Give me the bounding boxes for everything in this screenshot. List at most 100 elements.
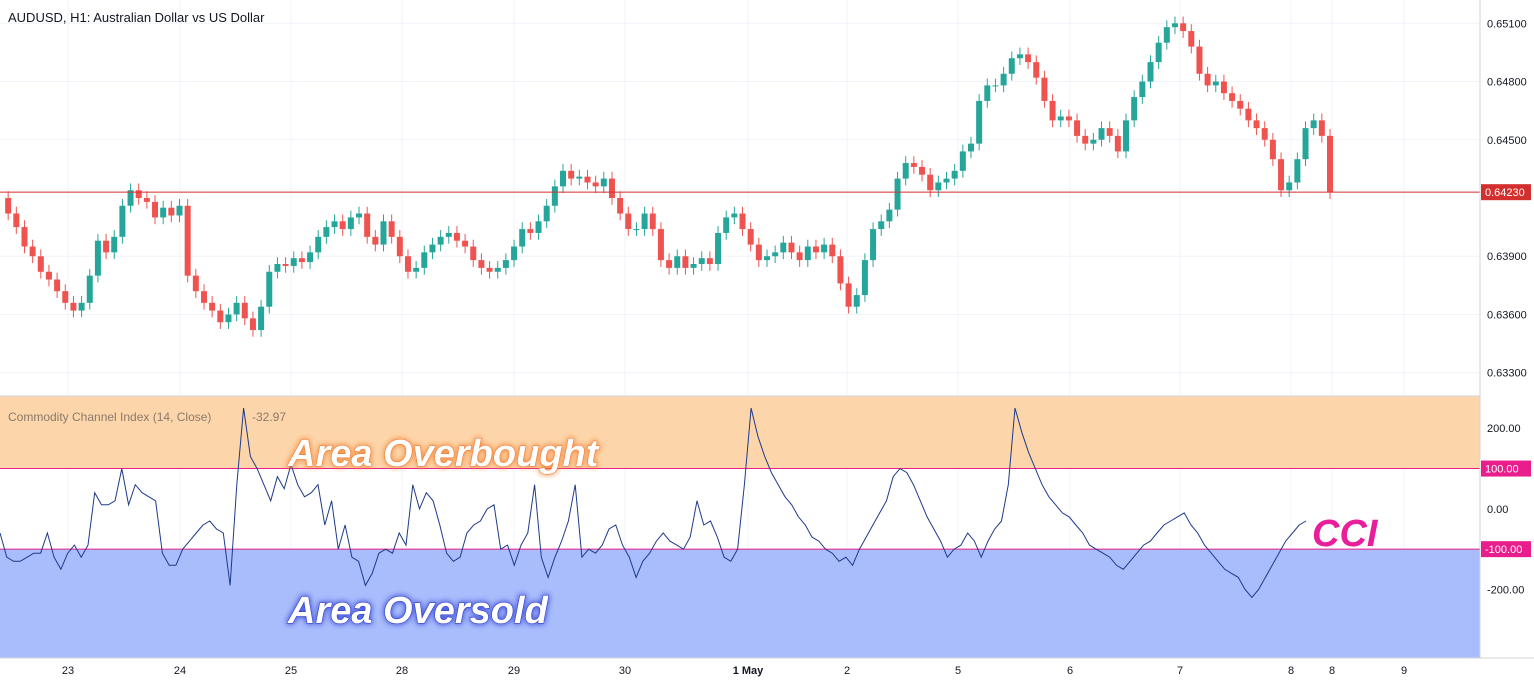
price-tick-label: 0.65100 — [1487, 18, 1527, 30]
symbol-title: AUDUSD, H1: Australian Dollar vs US Doll… — [8, 10, 265, 25]
time-tick-label: 8 — [1288, 665, 1294, 677]
candle-body — [959, 151, 966, 171]
candle-body — [1180, 23, 1187, 32]
candle-body — [600, 178, 607, 187]
cci-bands — [0, 396, 1480, 658]
candle-body — [127, 190, 134, 206]
candle-body — [608, 178, 615, 198]
candle-body — [1049, 100, 1056, 121]
candle-body — [1286, 182, 1293, 191]
candle-body — [307, 252, 314, 263]
candle-body — [380, 221, 387, 245]
time-tick-label: 24 — [174, 665, 186, 677]
candle-body — [519, 229, 526, 247]
candle-body — [951, 170, 958, 179]
overbought-zone — [0, 396, 1480, 469]
candle-body — [1155, 42, 1162, 63]
time-tick-label: 29 — [508, 665, 520, 677]
time-axis[interactable]: 23 24 25 28 29 30 1 May 2 5 6 7 8 8 9 — [62, 665, 1407, 677]
cci-axis[interactable]: 200.00 0.00 -200.00 100.00 -100.00 — [1481, 423, 1531, 596]
candle-body — [94, 240, 101, 276]
candle-body — [723, 217, 730, 233]
candle-body — [364, 213, 371, 237]
candle-body — [119, 205, 126, 237]
candle-body — [1204, 73, 1211, 86]
candle-body — [5, 198, 12, 214]
candle-body — [861, 260, 868, 296]
time-tick-label: 30 — [619, 665, 631, 677]
candle-body — [1261, 128, 1268, 140]
candle-body — [1229, 93, 1236, 101]
candle-body — [543, 205, 550, 222]
candle-body — [111, 236, 118, 253]
price-tick-label: 0.64500 — [1487, 135, 1527, 147]
candle-body — [649, 213, 656, 230]
candle-body — [772, 252, 779, 257]
candle-body — [315, 236, 322, 253]
candle-body — [217, 310, 224, 323]
candle-body — [1033, 62, 1040, 78]
indicator-title[interactable]: Commodity Channel Index (14, Close) — [8, 410, 211, 424]
candle-body — [225, 314, 232, 323]
candle-body — [462, 240, 469, 247]
candle-body — [323, 227, 330, 237]
price-axis[interactable]: 0.65100 0.64800 0.64500 0.63900 0.63600 0.633… — [1481, 18, 1531, 380]
candle-body — [37, 256, 44, 272]
candle-body — [494, 267, 501, 272]
candle-body — [470, 246, 477, 261]
candle-body — [1016, 54, 1023, 59]
candle-body — [1025, 54, 1032, 63]
candle-body — [1253, 120, 1260, 129]
candle-body — [706, 258, 713, 264]
candle-body — [967, 143, 974, 152]
candle-body — [551, 186, 558, 206]
oversold-zone — [0, 549, 1480, 658]
candle-body — [249, 318, 256, 330]
candle-body — [1294, 159, 1301, 183]
candle-body — [1318, 120, 1325, 136]
candle-body — [1098, 128, 1105, 140]
candle-body — [657, 229, 664, 261]
candle-body — [763, 256, 770, 261]
candle-body — [241, 302, 248, 319]
candle-body — [1196, 46, 1203, 74]
candle-body — [1114, 135, 1121, 152]
candle-body — [568, 170, 575, 179]
indicator-value: -32.97 — [252, 410, 286, 424]
candle-body — [168, 207, 175, 216]
candle-body — [690, 264, 697, 268]
cci-level-label: 100.00 — [1485, 464, 1519, 476]
candle-body — [739, 213, 746, 230]
time-tick-label: 7 — [1177, 665, 1183, 677]
candle-body — [1278, 159, 1285, 191]
candle-body — [1041, 77, 1048, 101]
candle-body — [135, 190, 142, 198]
candle-body — [870, 229, 877, 261]
price-tick-label: 0.63300 — [1487, 368, 1527, 380]
candle-body — [731, 213, 738, 218]
candle-body — [502, 260, 509, 268]
candle-body — [176, 205, 183, 216]
time-tick-label: 6 — [1067, 665, 1073, 677]
candle-body — [878, 221, 885, 230]
candle-body — [1131, 97, 1138, 121]
candles — [0, 16, 1480, 337]
candle-body — [290, 258, 297, 266]
cci-level-badge — [1481, 541, 1531, 558]
candle-body — [356, 213, 363, 218]
time-tick-label: 5 — [955, 665, 961, 677]
candle-body — [1220, 81, 1227, 94]
candle-body — [184, 205, 191, 276]
candle-body — [1057, 116, 1064, 121]
candle-body — [617, 198, 624, 214]
candle-body — [298, 258, 305, 263]
candle-body — [1147, 62, 1154, 82]
candle-body — [1212, 81, 1219, 86]
candle-body — [927, 174, 934, 191]
candle-body — [143, 198, 150, 202]
candle-body — [755, 244, 762, 261]
candle-body — [1237, 100, 1244, 109]
candle-body — [233, 302, 240, 315]
